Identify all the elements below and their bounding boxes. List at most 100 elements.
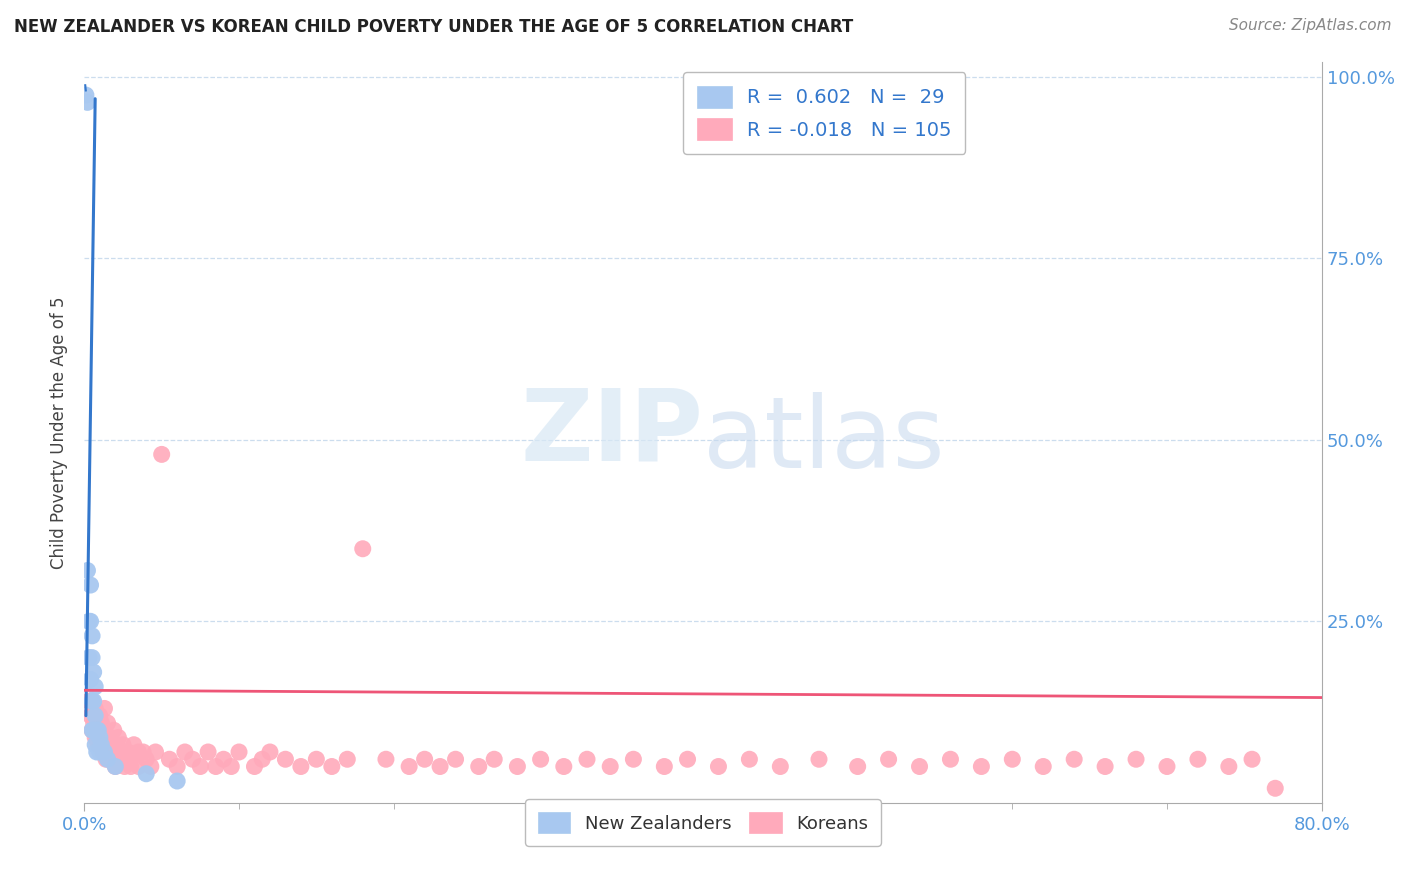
Point <box>84 680 107 694</box>
Point <box>83 665 105 680</box>
Point <box>132 745 155 759</box>
Point <box>90 723 112 738</box>
Point <box>84 738 107 752</box>
Point <box>77 615 100 629</box>
Point <box>105 738 128 752</box>
Point <box>83 694 105 708</box>
Point <box>484 752 506 766</box>
Point <box>103 745 125 759</box>
Point <box>139 759 162 773</box>
Point <box>103 723 125 738</box>
Point <box>100 731 122 745</box>
Point <box>82 629 104 643</box>
Point <box>117 745 139 759</box>
Point <box>98 738 121 752</box>
Point <box>82 694 104 708</box>
Point <box>79 708 101 723</box>
Point <box>145 745 167 759</box>
Point <box>553 759 575 773</box>
Point <box>86 723 108 738</box>
Point <box>86 731 108 745</box>
Point <box>1156 759 1178 773</box>
Point <box>87 708 110 723</box>
Point <box>93 701 115 715</box>
Point <box>188 759 211 773</box>
Point <box>104 759 127 773</box>
Point <box>738 752 761 766</box>
Point <box>90 738 112 752</box>
Point <box>86 715 108 730</box>
Point <box>846 759 869 773</box>
Point <box>96 731 118 745</box>
Point <box>86 745 108 759</box>
Point <box>87 738 110 752</box>
Point <box>79 673 101 687</box>
Point <box>228 745 250 759</box>
Point <box>77 650 100 665</box>
Point <box>107 731 129 745</box>
Point <box>89 731 111 745</box>
Point <box>374 752 398 766</box>
Point <box>90 715 112 730</box>
Point <box>429 759 451 773</box>
Text: NEW ZEALANDER VS KOREAN CHILD POVERTY UNDER THE AGE OF 5 CORRELATION CHART: NEW ZEALANDER VS KOREAN CHILD POVERTY UN… <box>14 18 853 36</box>
Point <box>150 447 173 461</box>
Point <box>250 752 273 766</box>
Point <box>108 745 131 759</box>
Point <box>174 745 197 759</box>
Point <box>82 694 104 708</box>
Point <box>676 752 699 766</box>
Point <box>467 759 491 773</box>
Point <box>212 752 235 766</box>
Point <box>321 759 343 773</box>
Point <box>96 715 118 730</box>
Y-axis label: Child Poverty Under the Age of 5: Child Poverty Under the Age of 5 <box>49 296 67 569</box>
Point <box>243 759 266 773</box>
Point <box>96 752 118 766</box>
Point <box>89 708 111 723</box>
Point <box>939 752 962 766</box>
Point <box>159 752 180 766</box>
Point <box>89 738 111 752</box>
Point <box>100 738 122 752</box>
Point <box>336 752 359 766</box>
Point <box>135 752 157 766</box>
Point <box>259 745 281 759</box>
Point <box>82 723 104 738</box>
Point <box>506 759 529 773</box>
Point <box>1063 752 1085 766</box>
Point <box>120 759 142 773</box>
Point <box>84 731 107 745</box>
Point <box>1094 759 1116 773</box>
Point <box>120 752 142 766</box>
Point <box>352 541 374 556</box>
Point <box>1264 781 1286 796</box>
Point <box>166 774 188 789</box>
Point <box>621 752 644 766</box>
Point <box>1125 752 1147 766</box>
Point <box>104 752 127 766</box>
Point <box>79 615 101 629</box>
Point <box>274 752 297 766</box>
Point <box>444 752 467 766</box>
Point <box>908 759 931 773</box>
Point <box>76 564 98 578</box>
Point <box>166 759 188 773</box>
Point <box>83 701 105 715</box>
Point <box>127 745 149 759</box>
Point <box>93 723 115 738</box>
Point <box>599 759 621 773</box>
Point <box>127 759 149 773</box>
Point <box>769 759 792 773</box>
Point <box>75 88 97 103</box>
Point <box>1218 759 1240 773</box>
Point <box>877 752 900 766</box>
Point <box>1001 752 1024 766</box>
Text: atlas: atlas <box>703 392 945 489</box>
Point <box>101 752 124 766</box>
Point <box>79 578 101 592</box>
Point <box>104 759 127 773</box>
Point <box>84 701 107 715</box>
Point <box>413 752 436 766</box>
Point <box>1032 759 1054 773</box>
